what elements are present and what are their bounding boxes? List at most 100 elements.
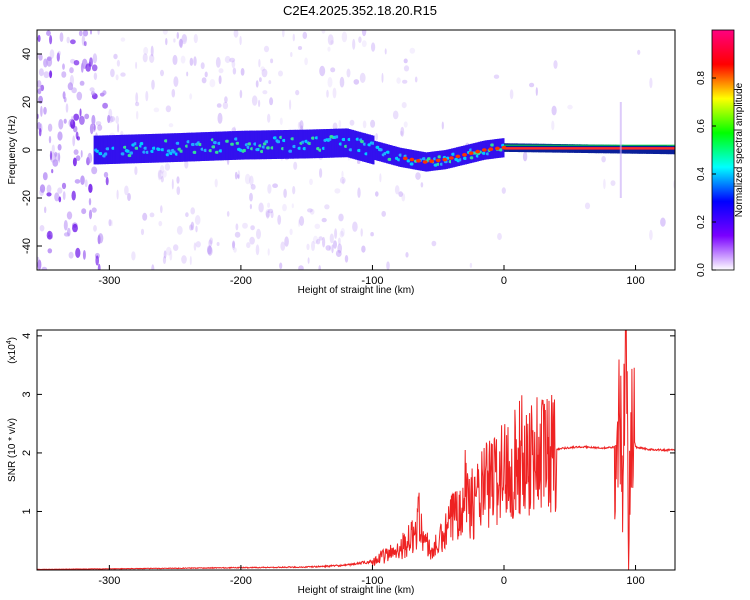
heatmap-band-cell: [189, 132, 192, 162]
heatmap-band-cell: [440, 150, 443, 170]
heatmap-speckle: [327, 34, 334, 46]
heatmap-band-hotspot: [225, 139, 230, 143]
heatmap-speckle: [69, 67, 74, 74]
heatmap-band-cell: [310, 129, 313, 159]
heatmap-band-cell: [238, 130, 242, 160]
heatmap-speckle: [44, 206, 47, 214]
heatmap-speckle: [37, 34, 41, 43]
heatmap-band-cell: [374, 140, 377, 160]
heatmap-speckle: [375, 133, 378, 141]
heatmap-speckle: [120, 37, 126, 42]
x-tick-label: -300: [98, 275, 120, 287]
heatmap-band-cell: [221, 131, 224, 161]
heatmap-band-cell: [408, 149, 411, 169]
heatmap-speckle: [82, 30, 89, 37]
heatmap-band-cell: [120, 134, 124, 164]
heatmap-speckle: [493, 74, 500, 79]
heatmap-band-cell: [671, 145, 674, 155]
heatmap-speckle: [193, 56, 197, 67]
heatmap-band-cell: [498, 138, 502, 158]
heatmap-speckle: [340, 227, 345, 237]
heatmap-speckle: [208, 239, 213, 248]
heatmap-band-cell: [252, 130, 255, 160]
heatmap-speckle: [79, 108, 82, 117]
heatmap-band-hotspot: [134, 146, 139, 150]
heatmap-band-hotspot: [192, 150, 197, 154]
heatmap-speckle: [71, 190, 76, 201]
heatmap-speckle: [322, 236, 326, 248]
heatmap-speckle: [234, 171, 238, 180]
heatmap-speckle: [73, 60, 80, 66]
heatmap-speckle: [142, 212, 148, 221]
heatmap-band-cell: [278, 130, 281, 159]
heatmap-speckle: [160, 176, 164, 183]
heatmap-speckle: [329, 245, 331, 252]
figure-title: C2E4.2025.352.18.20.R15: [283, 3, 437, 18]
heatmap-speckle: [151, 264, 155, 270]
heatmap-speckle: [143, 46, 149, 55]
heatmap-band-cell: [146, 134, 149, 163]
heatmap-peak-spot: [501, 145, 507, 150]
heatmap-speckle: [37, 122, 41, 130]
heatmap-speckle: [75, 155, 81, 162]
heatmap-band-cell: [177, 133, 180, 162]
heatmap-speckle: [330, 67, 336, 73]
heatmap-band-cell: [242, 130, 245, 160]
heatmap-band-cell: [365, 133, 368, 163]
heatmap-x-ticks: -300 -200 -100 0 100: [98, 265, 645, 287]
heatmap-band-hotspot: [292, 144, 297, 149]
heatmap-band-hotspot: [498, 148, 503, 152]
heatmap-speckle: [335, 250, 342, 257]
heatmap-speckle: [327, 46, 331, 52]
heatmap-speckle: [338, 120, 342, 128]
heatmap-speckle: [401, 102, 407, 109]
heatmap-speckle: [71, 115, 74, 125]
heatmap-speckle: [200, 62, 205, 70]
heatmap-band-cell: [199, 132, 202, 162]
colorbar: 0.0 0.2 0.4 0.6 0.8 Normalized spectral ampl…: [696, 29, 745, 277]
heatmap-speckle: [195, 225, 198, 233]
heatmap-speckle: [47, 123, 53, 132]
y-tick-label: 2: [21, 450, 33, 456]
heatmap-speckle: [95, 121, 102, 126]
heatmap-band-cell: [370, 135, 373, 164]
heatmap-speckle: [180, 55, 186, 64]
heatmap-speckle: [321, 30, 326, 34]
heatmap-speckle: [51, 169, 54, 174]
heatmap-speckle: [135, 101, 140, 107]
heatmap-band-cell: [664, 145, 667, 155]
heatmap-speckle: [240, 68, 245, 76]
heatmap-band-hotspot: [360, 140, 365, 144]
heatmap-band-hotspot: [469, 156, 474, 160]
heatmap-band-cell: [666, 145, 669, 155]
heatmap-speckle: [318, 265, 321, 270]
heatmap-speckle: [551, 120, 555, 131]
heatmap-speckle: [214, 178, 218, 188]
heatmap-band-hotspot: [375, 145, 380, 149]
heatmap-band-hotspot: [264, 140, 269, 144]
y-tick-label: -40: [21, 238, 33, 254]
snr-x-label: Height of straight line (km): [298, 585, 415, 596]
heatmap-speckle: [97, 263, 101, 270]
x-tick-label: -200: [230, 575, 252, 587]
heatmap-band-cell: [396, 146, 399, 167]
heatmap-speckle: [268, 80, 272, 85]
heatmap-speckle: [307, 257, 310, 264]
heatmap-speckle: [349, 119, 355, 126]
heatmap-speckle: [43, 71, 50, 79]
heatmap-speckle: [103, 171, 109, 178]
heatmap-speckle: [73, 149, 79, 155]
heatmap-speckle: [358, 36, 362, 43]
heatmap-band-hotspot: [214, 150, 219, 154]
heatmap-speckle: [567, 104, 573, 110]
heatmap-band-hotspot: [451, 152, 456, 156]
heatmap-speckle: [381, 72, 384, 83]
heatmap-speckle: [42, 172, 48, 181]
heatmap-band-cell: [312, 129, 315, 159]
heatmap-speckle: [263, 45, 270, 53]
heatmap-band-cell: [98, 135, 101, 165]
heatmap-band-hotspot: [98, 152, 103, 156]
heatmap-band-cell: [321, 129, 324, 158]
heatmap-peak-spot: [475, 149, 481, 154]
heatmap-speckle: [54, 152, 61, 162]
